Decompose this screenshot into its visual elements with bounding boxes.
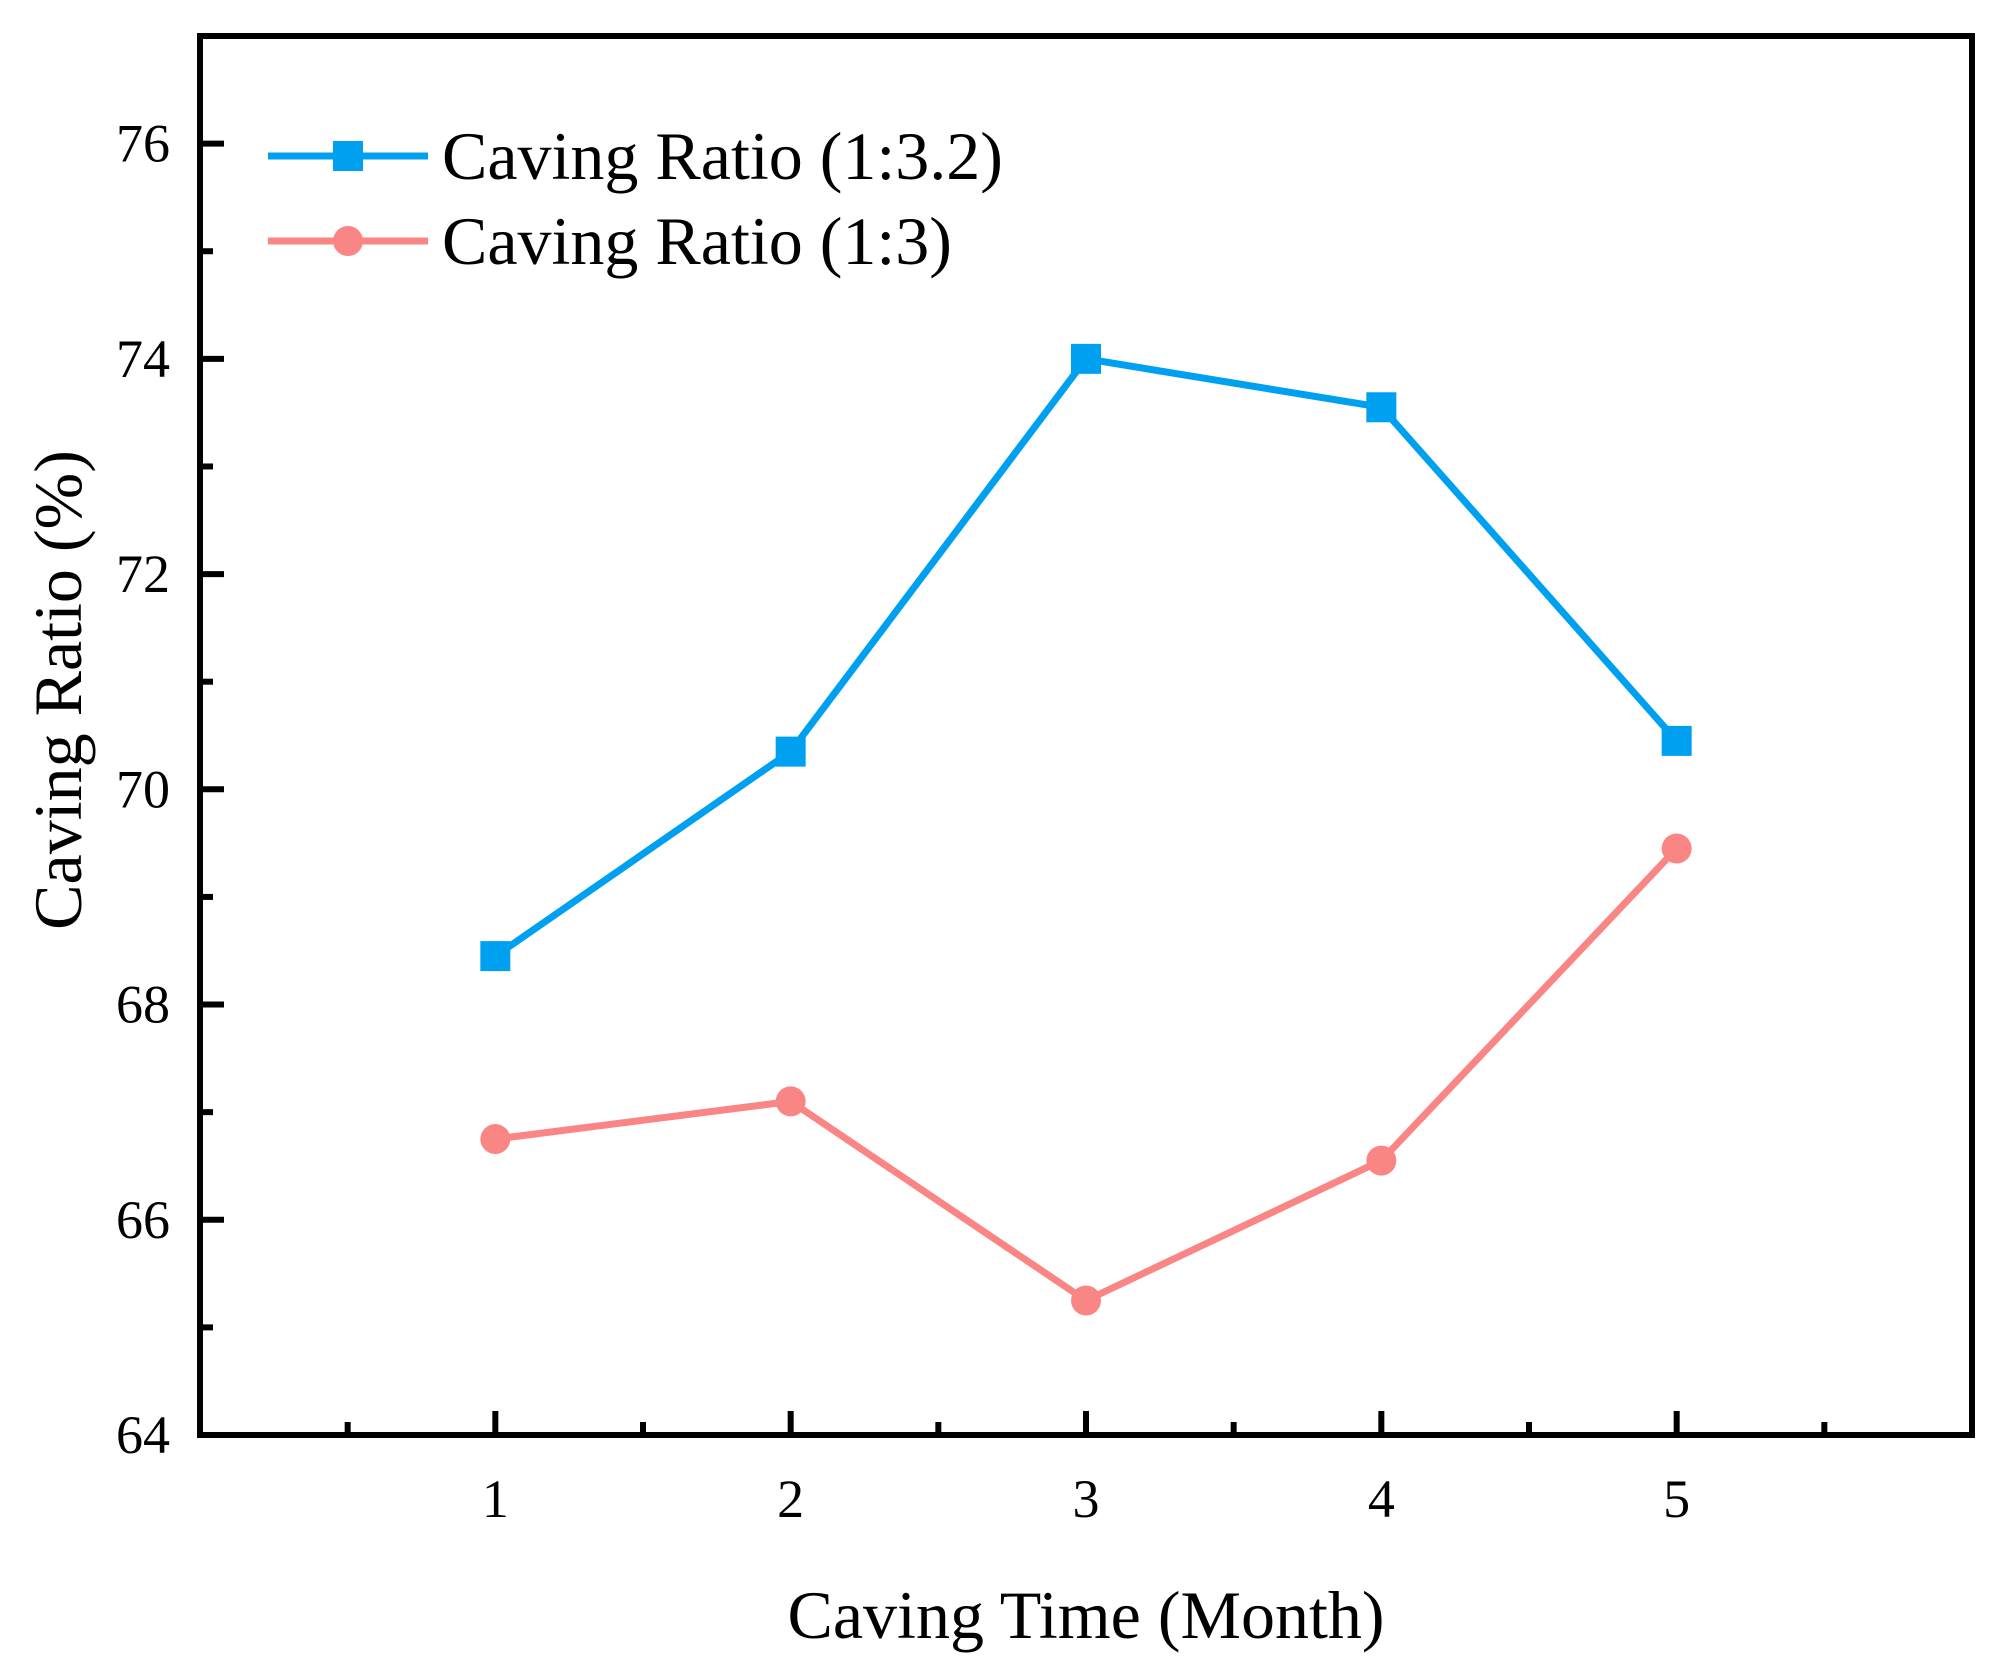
series-1-marker-circle: [775, 1086, 806, 1117]
y-tick-label: 66: [116, 1190, 170, 1250]
series-0-marker-square: [1661, 725, 1692, 756]
series-1-marker-circle: [1661, 833, 1692, 864]
legend-marker-square: [333, 141, 363, 171]
x-tick-label: 3: [1073, 1469, 1100, 1529]
x-tick-label: 2: [777, 1469, 804, 1529]
legend-marker-circle: [333, 226, 363, 256]
x-tick-label: 5: [1663, 1469, 1690, 1529]
legend-label: Caving Ratio (1:3.2): [442, 118, 1003, 194]
x-tick-label: 1: [482, 1469, 509, 1529]
series-0-marker-square: [1366, 392, 1397, 423]
y-axis-title: Caving Ratio (%): [20, 450, 96, 930]
series-1-marker-circle: [1366, 1145, 1397, 1176]
series-0-marker-square: [775, 736, 806, 767]
series-0-marker-square: [480, 941, 511, 972]
legend-item-1: Caving Ratio (1:3): [268, 203, 952, 279]
y-tick-label: 68: [116, 975, 170, 1035]
x-axis-title: Caving Time (Month): [788, 1577, 1385, 1653]
y-tick-label: 64: [116, 1405, 170, 1465]
series-1-marker-circle: [480, 1124, 511, 1155]
legend-item-0: Caving Ratio (1:3.2): [268, 118, 1003, 194]
legend-label: Caving Ratio (1:3): [442, 203, 952, 279]
y-tick-label: 70: [116, 759, 170, 819]
y-tick-label: 76: [116, 114, 170, 174]
x-tick-label: 4: [1368, 1469, 1395, 1529]
y-tick-label: 72: [116, 544, 170, 604]
series-0-marker-square: [1071, 343, 1101, 374]
y-tick-label: 74: [116, 329, 170, 389]
series-1-marker-circle: [1071, 1285, 1101, 1316]
